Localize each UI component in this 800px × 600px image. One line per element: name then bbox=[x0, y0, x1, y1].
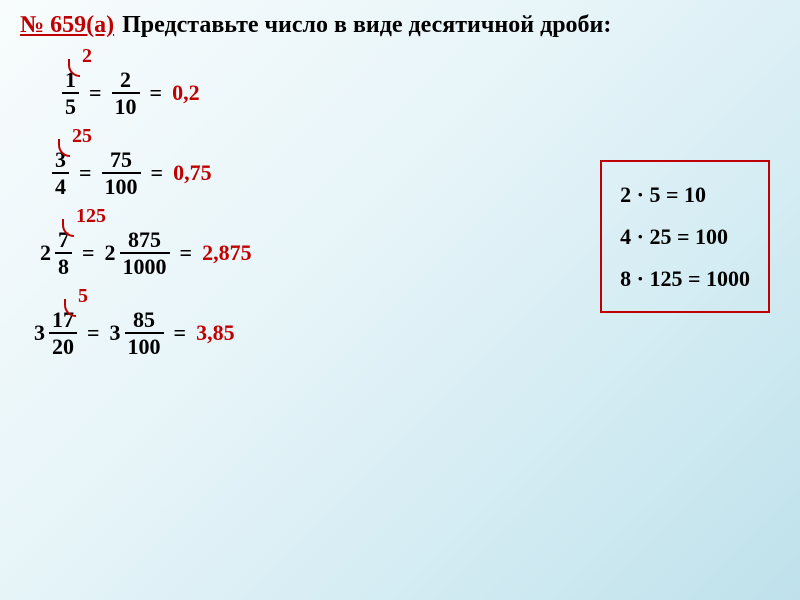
denominator: 100 bbox=[125, 335, 164, 358]
fraction-right: 875 1000 bbox=[120, 228, 170, 278]
numerator: 2 bbox=[117, 68, 134, 91]
numerator: 75 bbox=[107, 148, 135, 171]
equation-row: 2 1 5 = 2 10 = 0,2 bbox=[62, 57, 780, 129]
page-title: Представьте число в виде десятичной дроб… bbox=[122, 12, 611, 39]
whole-part: 3 bbox=[34, 320, 45, 346]
denominator: 8 bbox=[55, 255, 72, 278]
equals-sign: = bbox=[151, 160, 164, 186]
denominator: 4 bbox=[52, 175, 69, 198]
numerator: 85 bbox=[130, 308, 158, 331]
equation-row: 25 3 4 = 75 100 = 0,75 bbox=[52, 137, 780, 209]
equals-sign: = bbox=[89, 80, 102, 106]
header: № 659(а) Представьте число в виде десяти… bbox=[20, 12, 780, 39]
mixed-number-right: 3 85 100 bbox=[110, 308, 164, 358]
denominator: 20 bbox=[49, 335, 77, 358]
mixed-number-right: 2 875 1000 bbox=[105, 228, 170, 278]
denominator: 10 bbox=[112, 95, 140, 118]
equation-row: 5 3 17 20 = 3 85 100 = 3,85 bbox=[34, 297, 780, 369]
denominator: 5 bbox=[62, 95, 79, 118]
multiplier-label: 5 bbox=[78, 285, 88, 308]
denominator: 1000 bbox=[120, 255, 170, 278]
numerator: 875 bbox=[125, 228, 164, 251]
equation-row: 125 2 7 8 = 2 875 1000 = 2,875 bbox=[40, 217, 780, 289]
decimal-result: 2,875 bbox=[202, 240, 252, 266]
multiplier-label: 125 bbox=[76, 205, 106, 228]
whole-part: 2 bbox=[105, 240, 116, 266]
equals-sign: = bbox=[150, 80, 163, 106]
content-area: № 659(а) Представьте число в виде десяти… bbox=[0, 0, 800, 389]
whole-part: 3 bbox=[110, 320, 121, 346]
fraction-right: 85 100 bbox=[125, 308, 164, 358]
decimal-result: 3,85 bbox=[196, 320, 235, 346]
denominator: 100 bbox=[102, 175, 141, 198]
whole-part: 2 bbox=[40, 240, 51, 266]
fraction-right: 2 10 bbox=[112, 68, 140, 118]
decimal-result: 0,75 bbox=[173, 160, 212, 186]
equals-sign: = bbox=[87, 320, 100, 346]
multiplier-label: 2 bbox=[82, 45, 92, 68]
equals-sign: = bbox=[180, 240, 193, 266]
multiplier-label: 25 bbox=[72, 125, 92, 148]
decimal-result: 0,2 bbox=[172, 80, 200, 106]
equals-sign: = bbox=[82, 240, 95, 266]
problem-number: № 659(а) bbox=[20, 12, 114, 39]
equals-sign: = bbox=[174, 320, 187, 346]
equals-sign: = bbox=[79, 160, 92, 186]
fraction-right: 75 100 bbox=[102, 148, 141, 198]
